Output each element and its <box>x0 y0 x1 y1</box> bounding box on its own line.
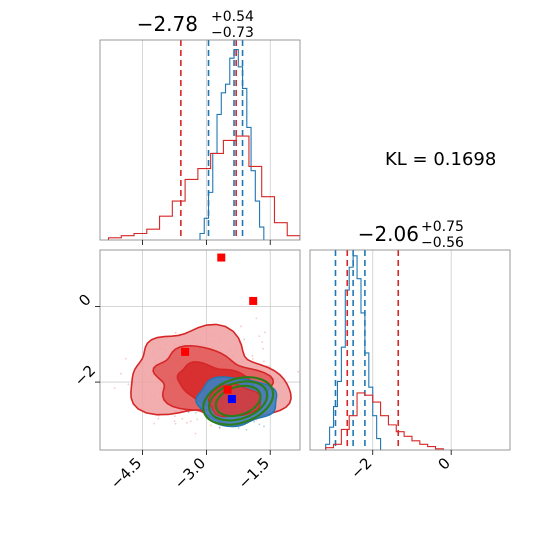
joint-sample-point <box>71 351 73 353</box>
joint-x-tick-label: −4.5 <box>107 454 145 492</box>
right-panel-title: −2.06 +0.75 −0.56 <box>358 219 464 251</box>
joint-sample-point <box>157 417 160 420</box>
joint-marker <box>249 296 258 305</box>
joint-sample-point <box>297 370 299 373</box>
joint-sample-point <box>311 377 313 379</box>
joint-sample-point <box>174 415 176 418</box>
joint-density <box>71 253 313 435</box>
top-title-main: −2.78 <box>137 12 198 36</box>
joint-sample-point <box>181 417 184 420</box>
joint-sample-point <box>267 365 270 368</box>
right-x-tick-label: 0 <box>435 454 454 473</box>
right-title-sub: −0.56 <box>421 235 464 251</box>
joint-sample-point <box>240 325 242 328</box>
joint-frame <box>99 249 301 451</box>
joint-sample-point <box>173 420 176 423</box>
right-histogram <box>325 250 444 450</box>
joint-sample-point <box>255 317 258 320</box>
joint-y-tick-label: −2 <box>71 362 99 390</box>
right-hist-series-1 <box>325 392 444 450</box>
joint-marker <box>227 395 236 404</box>
joint-sample-point <box>245 428 248 431</box>
joint-sample-point <box>263 425 265 428</box>
joint-sample-point <box>174 422 177 425</box>
joint-sample-point <box>253 420 256 423</box>
joint-sample-point <box>120 372 122 375</box>
joint-sample-point <box>258 335 261 338</box>
top-title-sup: +0.54 <box>211 9 254 25</box>
top-title-sub: −0.73 <box>211 25 254 41</box>
joint-sample-point <box>218 427 221 430</box>
right-x-tick-label: −2 <box>347 454 375 482</box>
green-contour-ellipse <box>202 376 275 426</box>
kl-label: KL = 0.1698 <box>385 149 496 170</box>
right-title-sup: +0.75 <box>421 219 464 235</box>
top-histogram-frame <box>99 39 301 241</box>
joint-sample-point <box>153 422 156 425</box>
top-hist-series-1 <box>107 135 300 240</box>
top-histogram-grid <box>142 40 271 240</box>
joint-sample-point <box>189 420 192 423</box>
joint-sample-point <box>124 357 127 360</box>
joint-sample-point <box>127 383 130 386</box>
joint-sample-point <box>194 411 197 414</box>
joint-sample-point <box>264 331 266 334</box>
right-histogram-frame <box>309 249 511 451</box>
joint-sample-point <box>251 355 254 357</box>
joint-y-tick-label: 0 <box>75 291 94 310</box>
joint-marker <box>217 253 226 262</box>
joint-x-tick-label: −3.0 <box>171 454 209 492</box>
top-histogram <box>107 40 300 240</box>
joint-sample-point <box>218 426 221 429</box>
right-histogram-grid <box>372 250 452 450</box>
right-title-main: −2.06 <box>358 222 419 246</box>
joint-sample-point <box>209 424 212 427</box>
joint-sample-point <box>196 418 199 421</box>
green-contour-ellipse <box>208 380 269 422</box>
joint-sample-point <box>237 427 240 429</box>
joint-x-tick-label: −1.5 <box>235 454 273 492</box>
joint-sample-point <box>187 411 190 414</box>
joint-marker <box>223 385 232 394</box>
green-contour-ellipse <box>214 384 262 418</box>
top-hist-series-0 <box>199 48 265 240</box>
joint-sample-point <box>113 387 116 390</box>
joint-sample-point <box>194 432 197 435</box>
joint-sample-point <box>262 347 265 350</box>
joint-sample-point <box>261 341 264 343</box>
top-panel-title: −2.78 +0.54 −0.73 <box>137 9 254 41</box>
joint-sample-point <box>174 331 177 334</box>
joint-sample-point <box>185 421 188 424</box>
joint-sample-point <box>243 338 246 341</box>
joint-sample-point <box>251 358 254 360</box>
joint-sample-point <box>263 360 265 363</box>
joint-sample-point <box>258 423 261 426</box>
joint-marker <box>181 347 190 356</box>
